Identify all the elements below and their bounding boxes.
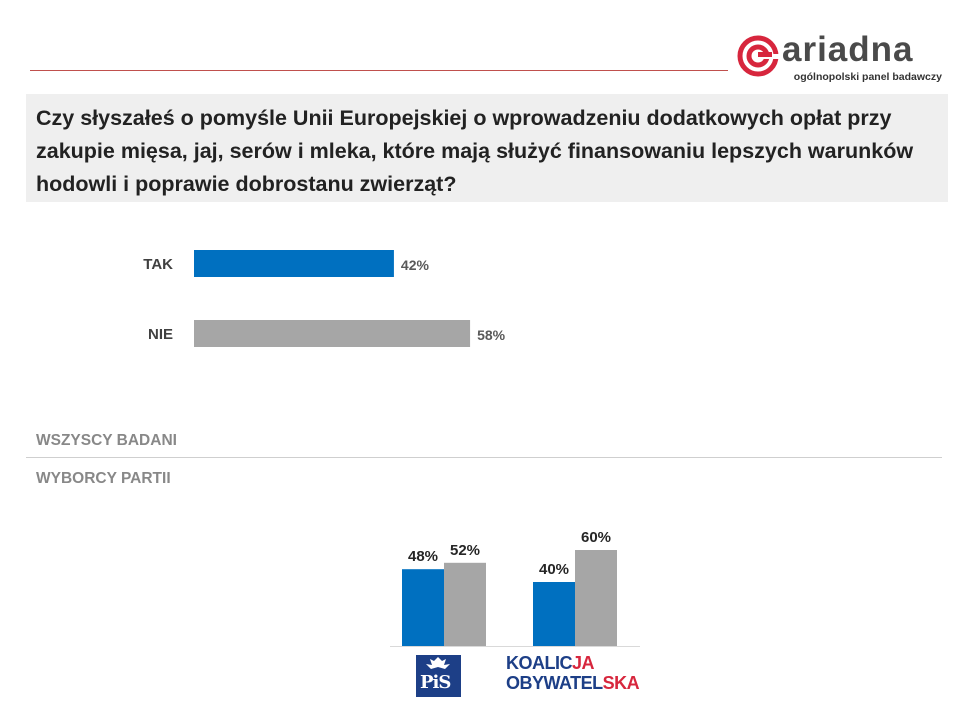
section-divider: [26, 457, 942, 458]
header-rule: [30, 70, 728, 71]
bar-ko-tak: [533, 582, 575, 646]
question-box: Czy słyszałeś o pomyśle Unii Europejskie…: [26, 94, 948, 202]
bar-pis-nie: [444, 562, 486, 646]
ariadna-logo-icon: [737, 35, 780, 77]
ko-logo-text: OBYWATEL: [506, 673, 603, 693]
bar-nie: [194, 320, 471, 347]
ko-logo-text: JA: [572, 653, 595, 673]
category-label: TAK: [143, 256, 173, 273]
logo-tagline: ogólnopolski panel badawczy: [793, 71, 942, 83]
ko-logo-text: KOALIC: [506, 653, 573, 673]
value-label: 58%: [477, 327, 506, 343]
section-label-all: WSZYSCY BADANI: [36, 432, 177, 449]
bar-ko-nie: [575, 550, 617, 646]
value-label: 52%: [450, 542, 480, 559]
ko-logo: KOALICJA OBYWATELSKA: [506, 653, 646, 693]
bar-pis-tak: [402, 569, 444, 646]
question-text: Czy słyszałeś o pomyśle Unii Europejskie…: [36, 106, 914, 196]
pis-logo: PiS: [416, 655, 461, 697]
value-label: 48%: [408, 548, 438, 565]
ariadna-logo: ariadna ogólnopolski panel badawczy: [736, 30, 950, 90]
overall-bar-chart: TAK 42% NIE 58%: [143, 250, 506, 347]
pis-eagle-icon: [426, 657, 450, 669]
value-label: 60%: [581, 529, 611, 546]
value-label: 42%: [401, 257, 430, 273]
section-label-party: WYBORCY PARTII: [36, 470, 171, 487]
value-label: 40%: [539, 561, 569, 578]
bar-tak: [194, 250, 394, 277]
pis-logo-text: PiS: [420, 672, 451, 693]
category-label: NIE: [148, 326, 173, 343]
ko-logo-text: SKA: [602, 673, 640, 693]
party-bar-chart: 48% 52% 40% 60%: [390, 529, 640, 647]
logo-wordmark: ariadna: [782, 30, 914, 69]
